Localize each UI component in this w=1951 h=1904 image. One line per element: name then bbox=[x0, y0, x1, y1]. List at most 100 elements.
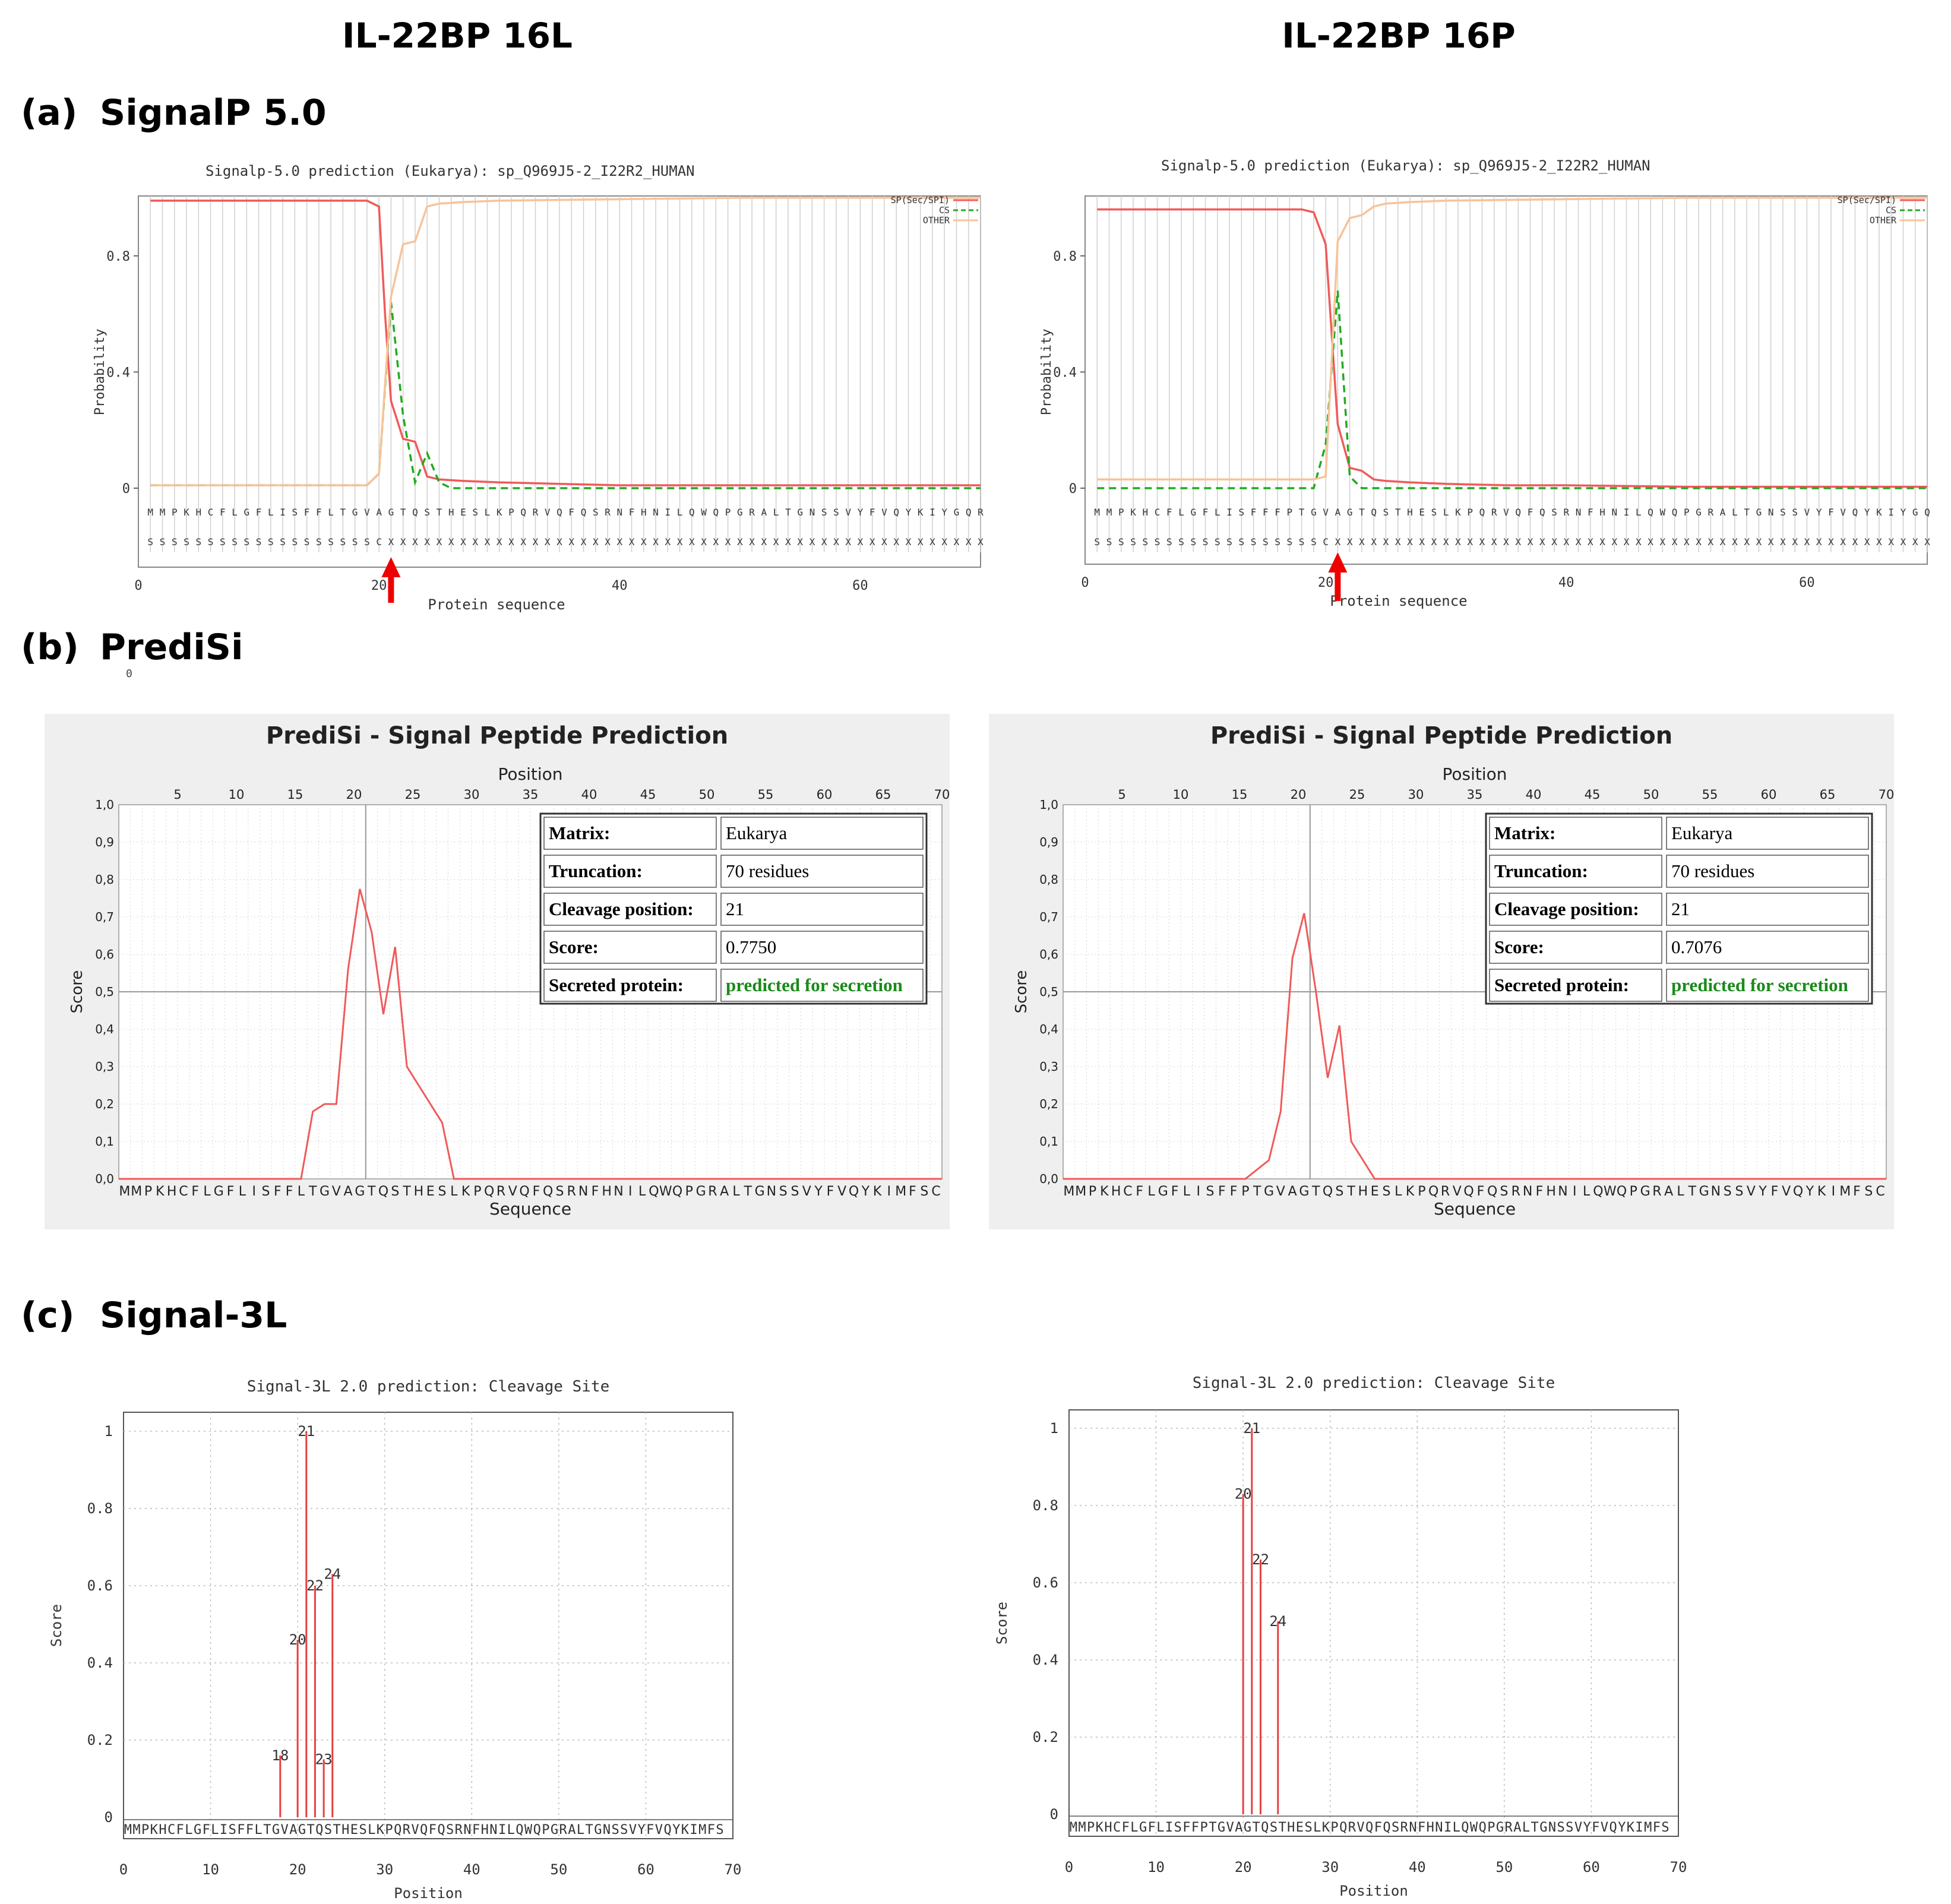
sequence-residue: F bbox=[286, 1184, 293, 1199]
sequence-residue: L bbox=[211, 1823, 219, 1837]
residue-label: X bbox=[1660, 536, 1666, 548]
x-axis-label: Protein sequence bbox=[1330, 593, 1467, 609]
sequence-residue: F bbox=[869, 507, 875, 518]
table-key: Secreted protein: bbox=[549, 975, 684, 995]
sequence-residue: Q bbox=[1593, 1184, 1603, 1199]
sequence-residue: Q bbox=[1323, 1184, 1333, 1199]
residue-label: X bbox=[400, 536, 406, 548]
sequence-residue: S bbox=[1566, 1820, 1573, 1835]
sequence-residue: R bbox=[1708, 507, 1714, 518]
x-tick-label: 25 bbox=[1349, 787, 1365, 802]
sequence-residue: G bbox=[194, 1823, 201, 1837]
sequence-residue: M bbox=[1063, 1184, 1074, 1199]
sequence-residue: T bbox=[340, 507, 346, 518]
table-key: Truncation: bbox=[549, 861, 643, 881]
sequence-residue: A bbox=[376, 507, 382, 518]
sequence-residue: Q bbox=[533, 1823, 541, 1837]
residue-label: X bbox=[665, 536, 671, 548]
residue-label: S bbox=[328, 536, 334, 548]
bar-value-label: 20 bbox=[289, 1631, 306, 1648]
table-key-cell bbox=[543, 855, 717, 888]
residue-label: X bbox=[1395, 536, 1401, 548]
sequence-residue: F bbox=[1191, 1820, 1199, 1835]
x-tick-label: 20 bbox=[371, 578, 387, 593]
residue-label: S bbox=[1287, 536, 1293, 548]
sequence-residue: P bbox=[1630, 1184, 1637, 1199]
residue-label: S bbox=[1203, 536, 1209, 548]
section-c-title: Signal-3L bbox=[100, 1295, 287, 1336]
residue-label: X bbox=[1563, 536, 1569, 548]
cleavage-arrow-head bbox=[1328, 552, 1348, 573]
x-tick-label: 5 bbox=[1118, 787, 1125, 802]
sequence-residue: M bbox=[895, 1184, 906, 1199]
sequence-residue: Q bbox=[1924, 507, 1930, 518]
sequence-residue: V bbox=[802, 1184, 811, 1199]
sequence-residue: G bbox=[797, 507, 803, 518]
y-tick-label: 0.2 bbox=[87, 1732, 113, 1748]
sequence-residue: F bbox=[1828, 507, 1834, 518]
y-tick-label: 0,7 bbox=[95, 910, 114, 924]
sequence-residue: T bbox=[263, 1823, 271, 1837]
residue-label: X bbox=[797, 536, 803, 548]
sequence-residue: G bbox=[1244, 1820, 1251, 1835]
sequence-residue: V bbox=[1804, 507, 1810, 518]
sequence-residue: Q bbox=[1617, 1184, 1627, 1199]
sequence-residue: G bbox=[272, 1823, 280, 1837]
predisi-title: PrediSi - Signal Peptide Prediction bbox=[266, 722, 728, 749]
bar-value-label: 20 bbox=[1235, 1486, 1252, 1503]
sequence-residue: Q bbox=[1463, 1184, 1473, 1199]
residue-label: X bbox=[725, 536, 731, 548]
sequence-residue: R bbox=[567, 1184, 576, 1199]
sequence-residue: Q bbox=[420, 1823, 428, 1837]
residue-label: X bbox=[424, 536, 430, 548]
sequence-residue: H bbox=[448, 507, 454, 518]
x-tick-label: 60 bbox=[1583, 1859, 1600, 1875]
sequence-residue: L bbox=[1732, 507, 1738, 518]
sequence-residue: C bbox=[1155, 507, 1161, 518]
sequence-residue: K bbox=[918, 507, 924, 518]
residue-label: X bbox=[1780, 536, 1786, 548]
sequence-residue: A bbox=[344, 1184, 353, 1199]
sequence-residue: L bbox=[1636, 507, 1642, 518]
sequence-residue: Q bbox=[893, 507, 899, 518]
signalp-title: Signalp-5.0 prediction (Eukarya): sp_Q96… bbox=[1161, 157, 1650, 174]
sequence-residue: Q bbox=[1383, 1820, 1390, 1835]
sequence-residue: S bbox=[833, 507, 839, 518]
sequence-residue: T bbox=[333, 1823, 340, 1837]
y-tick-label: 0 bbox=[105, 1809, 113, 1826]
sequence-residue: K bbox=[1876, 507, 1882, 518]
table-key-cell bbox=[543, 931, 717, 964]
y-tick-label: 0,3 bbox=[1039, 1059, 1058, 1074]
sequence-residue: S bbox=[1206, 1184, 1215, 1199]
y-tick-label: 0.8 bbox=[1033, 1497, 1058, 1514]
x-tick-label: 60 bbox=[1761, 787, 1777, 802]
residue-label: X bbox=[1503, 536, 1509, 548]
sequence-residue: I bbox=[1196, 1184, 1200, 1199]
sequence-residue: T bbox=[1395, 507, 1401, 518]
x-tick-label: 30 bbox=[1408, 787, 1424, 802]
x-tick-label: 25 bbox=[405, 787, 421, 802]
sequence-residue: G bbox=[1218, 1820, 1225, 1835]
residue-label: C bbox=[376, 536, 382, 548]
x-tick-label: 60 bbox=[637, 1861, 654, 1878]
sequence-residue: L bbox=[1395, 1184, 1402, 1199]
sequence-residue: W bbox=[659, 1184, 672, 1199]
sequence-residue: Q bbox=[713, 507, 719, 518]
residue-label: X bbox=[1347, 536, 1353, 548]
sequence-residue: I bbox=[1888, 507, 1894, 518]
section-a-title: SignalP 5.0 bbox=[100, 92, 327, 134]
x-tick-label: 55 bbox=[1702, 787, 1718, 802]
residue-label: X bbox=[1491, 536, 1497, 548]
sequence-residue: E bbox=[1296, 1820, 1304, 1835]
sequence-residue: G bbox=[1190, 507, 1196, 518]
residue-label: X bbox=[545, 536, 551, 548]
sequence-residue: N bbox=[1548, 1820, 1556, 1835]
sequence-residue: K bbox=[1100, 1184, 1109, 1199]
sequence-residue: N bbox=[1558, 1184, 1567, 1199]
table-key-cell bbox=[1489, 969, 1662, 1002]
sequence-residue: S bbox=[262, 1184, 270, 1199]
sequence-residue: R bbox=[1441, 1184, 1450, 1199]
residue-label: X bbox=[1636, 536, 1642, 548]
sequence-residue: F bbox=[1275, 507, 1280, 518]
y-tick-label: 0,0 bbox=[95, 1172, 114, 1186]
